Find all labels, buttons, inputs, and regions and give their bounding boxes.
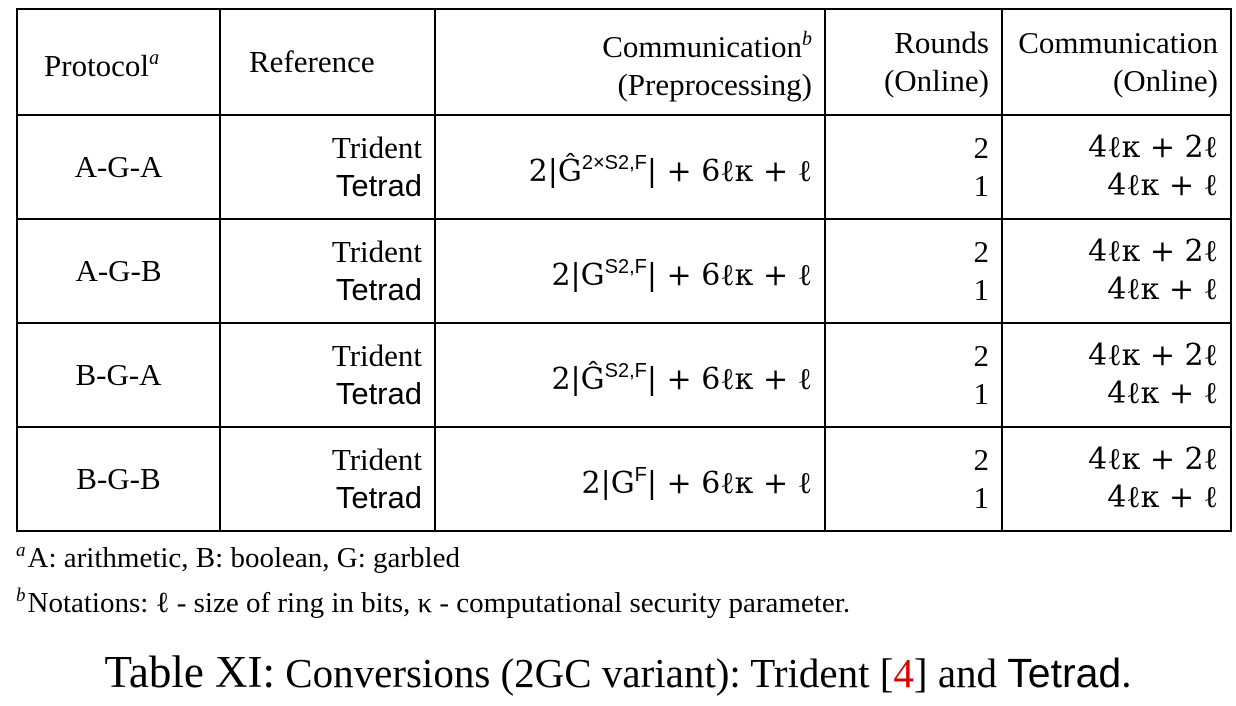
reference-tetrad: Tetrad [335,272,422,307]
reference-cell: Trident Tetrad [220,323,436,428]
reference-tetrad: Tetrad [335,168,422,203]
preprocessing-cost-cell: 2|GS2,F| + 6ℓκ + ℓ [435,219,826,324]
table-row: B-G-A Trident Tetrad 2|ĜS2,F| + 6ℓκ + ℓ … [17,323,1231,428]
preprocessing-cost-cell: 2|Ĝ2×S2,F| + 6ℓκ + ℓ [435,115,826,220]
online-cost-cell: 4ℓκ + 2ℓ 4ℓκ + ℓ [1002,219,1231,324]
caption-label: Table XI: [104,647,276,697]
protocol-cell: B-G-B [17,427,221,531]
online-cost-cell: 4ℓκ + 2ℓ 4ℓκ + ℓ [1002,323,1231,428]
footnote-b: bNotations: ℓ - size of ring in bits, κ … [16,585,851,619]
online-cost-cell: 4ℓκ + 2ℓ 4ℓκ + ℓ [1088,442,1218,515]
rounds-cell: 2 1 [825,427,1003,531]
header-comm-preprocessing: Communicationb (Preprocessing) [435,9,826,116]
conversions-table: Protocola Reference Communicationb (Prep… [16,8,1232,532]
reference-trident: Trident [331,442,422,477]
reference-cell: Trident Tetrad [220,219,436,324]
rounds-cell: 2 1 [825,323,1003,428]
header-rounds-online: Rounds (Online) [825,9,1003,116]
reference-trident: Trident [331,338,422,373]
reference-trident: Trident [331,234,422,269]
rounds-cell: 2 1 [825,219,1003,324]
table-container: Protocola Reference Communicationb (Prep… [16,8,1232,532]
header-reference: Reference [220,9,436,116]
reference-cell: Trident Tetrad [220,115,436,220]
reference-trident: Trident [331,130,422,165]
table-caption: Table XI: Conversions (2GC variant): Tri… [104,647,1132,697]
rounds-cell: 2 1 [825,115,1003,220]
table-footnotes: aA: arithmetic, B: boolean, G: garbled b… [16,532,850,622]
footnote-mark-a: a [149,47,160,69]
reference-tetrad: Tetrad [335,376,422,411]
table-row: A-G-A Trident Tetrad 2|Ĝ2×S2,F| + 6ℓκ + … [17,115,1231,220]
preprocessing-cost-cell: 2|GF| + 6ℓκ + ℓ [435,427,826,531]
header-comm-online: Communication (Online) [1002,9,1231,116]
online-cost-cell: 4ℓκ + 2ℓ 4ℓκ + ℓ [1002,115,1231,220]
table-header-row: Protocola Reference Communicationb (Prep… [17,9,1231,116]
citation-link[interactable]: 4 [893,650,914,696]
reference-cell: Trident Tetrad [220,427,436,531]
footnote-mark-b: b [802,28,812,50]
protocol-cell: B-G-A [17,323,221,428]
table-row: B-G-B Trident Tetrad 2|GF| + 6ℓκ + ℓ 2 1… [17,427,1231,531]
table-row: A-G-B Trident Tetrad 2|GS2,F| + 6ℓκ + ℓ … [17,219,1231,324]
header-protocol: Protocola [17,9,221,116]
preprocessing-cost-cell: 2|ĜS2,F| + 6ℓκ + ℓ [435,323,826,428]
footnote-a: aA: arithmetic, B: boolean, G: garbled [16,540,460,574]
protocol-cell: A-G-A [17,115,221,220]
reference-tetrad: Tetrad [335,480,422,515]
protocol-cell: A-G-B [17,219,221,324]
